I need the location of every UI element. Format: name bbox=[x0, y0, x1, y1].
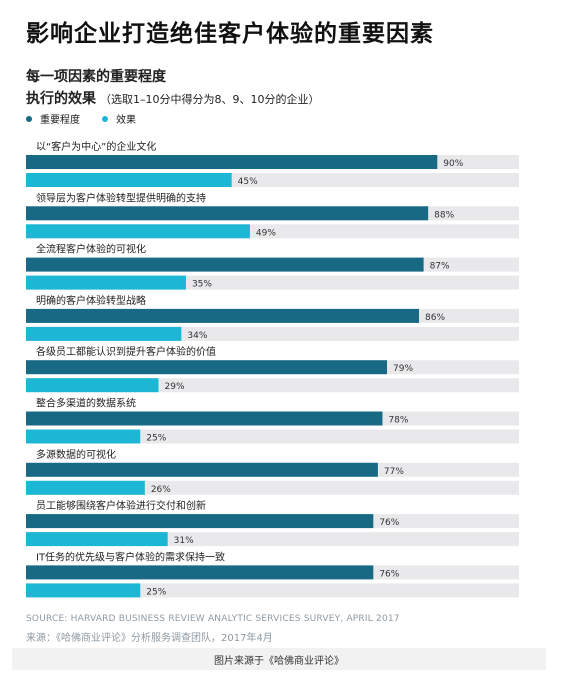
bar-track bbox=[26, 429, 519, 444]
data-label-importance: 86% bbox=[425, 313, 445, 323]
legend-item-importance: 重要程度 bbox=[26, 111, 80, 126]
category-label: 各级员工都能认识到提升客户体验的价值 bbox=[36, 345, 216, 358]
data-label-effect: 45% bbox=[238, 177, 258, 187]
bar-importance bbox=[26, 360, 388, 375]
bar-importance bbox=[26, 155, 438, 169]
bar-effect bbox=[26, 378, 159, 393]
data-label-importance: 87% bbox=[430, 262, 450, 272]
data-label-effect: 31% bbox=[174, 536, 194, 546]
data-label-effect: 25% bbox=[146, 434, 166, 444]
data-label-effect: 49% bbox=[256, 228, 276, 238]
data-label-effect: 29% bbox=[165, 382, 185, 392]
legend-label-effect: 效果 bbox=[116, 115, 136, 126]
data-label-effect: 34% bbox=[187, 331, 207, 341]
bar-effect bbox=[26, 583, 141, 598]
data-label-effect: 26% bbox=[151, 485, 171, 495]
image-caption-bar: 图片来源于《哈佛商业评论》 bbox=[12, 648, 546, 670]
category-label: 员工能够围绕客户体验进行交付和创新 bbox=[36, 499, 206, 512]
data-label-importance: 90% bbox=[443, 159, 463, 169]
bar-importance bbox=[26, 257, 424, 272]
data-label-importance: 79% bbox=[393, 364, 413, 374]
bar-effect bbox=[26, 173, 232, 187]
image-caption: 图片来源于《哈佛商业评论》 bbox=[214, 655, 344, 667]
source-chinese: 来源：《哈佛商业评论》分析服务调查团队，2017年4月 bbox=[26, 633, 273, 644]
legend-item-effect: 效果 bbox=[102, 111, 136, 126]
data-label-importance: 78% bbox=[388, 416, 408, 426]
bar-effect bbox=[26, 480, 145, 495]
category-label: 领导层为客户体验转型提供明确的支持 bbox=[36, 191, 206, 204]
source-english: SOURCE: HARVARD BUSINESS REVIEW ANALYTIC… bbox=[26, 614, 400, 624]
bar-importance bbox=[26, 565, 374, 580]
bar-importance bbox=[26, 514, 374, 529]
data-label-effect: 35% bbox=[192, 280, 212, 290]
bar-track bbox=[26, 583, 519, 598]
bar-importance bbox=[26, 411, 383, 426]
bar-track bbox=[26, 480, 519, 495]
subtitle-note: （选取1–10分中得分为8、9、10分的企业） bbox=[100, 93, 320, 106]
category-label: 以“客户为中心”的企业文化 bbox=[36, 140, 156, 153]
legend-dot-effect bbox=[102, 115, 108, 122]
data-label-effect: 25% bbox=[146, 587, 166, 597]
chart-legend: 重要程度 效果 bbox=[26, 111, 136, 126]
chart-subtitle-importance: 每一项因素的重要程度 bbox=[26, 69, 166, 85]
bar-importance bbox=[26, 308, 420, 323]
bar-effect bbox=[26, 224, 250, 239]
category-label: 整合多渠道的数据系统 bbox=[36, 397, 136, 410]
data-label-importance: 76% bbox=[379, 518, 399, 528]
page-title: 影响企业打造绝佳客户体验的重要因素 bbox=[26, 21, 434, 47]
data-label-importance: 76% bbox=[379, 569, 399, 579]
category-label: 全流程客户体验的可视化 bbox=[36, 243, 146, 256]
bar-effect bbox=[26, 532, 168, 547]
bar-importance bbox=[26, 206, 429, 221]
bar-chart: 以“客户为中心”的企业文化 90% 45% 领导层为客户体验转型提供明确的支持 88% 4… bbox=[26, 140, 519, 598]
subtitle-effect-label: 执行的效果 bbox=[26, 91, 96, 107]
legend-label-importance: 重要程度 bbox=[40, 115, 80, 126]
bar-effect bbox=[26, 275, 186, 290]
data-label-importance: 88% bbox=[434, 210, 454, 220]
data-label-importance: 77% bbox=[384, 467, 404, 477]
category-label: 明确的客户体验转型战略 bbox=[36, 294, 146, 307]
bar-effect bbox=[26, 326, 182, 341]
category-label: IT任务的优先级与客户体验的需求保持一致 bbox=[36, 550, 225, 563]
bar-effect bbox=[26, 429, 141, 444]
legend-dot-importance bbox=[26, 115, 32, 122]
bar-importance bbox=[26, 462, 378, 477]
chart-subtitle-effect: 执行的效果 （选取1–10分中得分为8、9、10分的企业） bbox=[26, 88, 320, 108]
category-label: 多源数据的可视化 bbox=[36, 448, 116, 461]
